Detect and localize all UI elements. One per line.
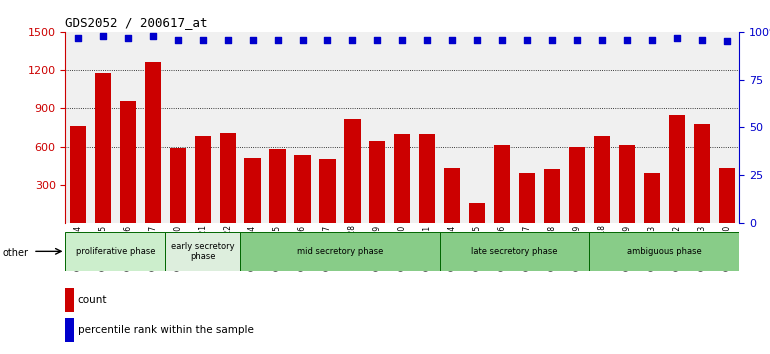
Bar bbox=[544, 170, 560, 223]
Point bbox=[521, 37, 534, 42]
Point bbox=[371, 37, 383, 42]
Bar bbox=[320, 159, 336, 223]
Bar bbox=[245, 158, 261, 223]
Point bbox=[222, 37, 234, 42]
Bar bbox=[119, 101, 136, 223]
Text: early secretory
phase: early secretory phase bbox=[171, 242, 235, 261]
Text: other: other bbox=[2, 248, 28, 258]
Bar bbox=[195, 136, 211, 223]
Point bbox=[296, 37, 309, 42]
Point bbox=[396, 37, 408, 42]
Bar bbox=[519, 173, 535, 223]
Point bbox=[421, 37, 434, 42]
Text: late secretory phase: late secretory phase bbox=[471, 247, 558, 256]
Point bbox=[695, 37, 708, 42]
Point bbox=[571, 37, 583, 42]
Bar bbox=[718, 168, 735, 223]
Point bbox=[321, 37, 333, 42]
Bar bbox=[394, 134, 410, 223]
Bar bbox=[65, 288, 74, 312]
Point bbox=[621, 37, 633, 42]
Point bbox=[146, 33, 159, 39]
Point bbox=[97, 33, 109, 39]
Text: count: count bbox=[78, 295, 107, 305]
Bar bbox=[419, 134, 435, 223]
Point bbox=[346, 37, 359, 42]
Bar bbox=[594, 136, 610, 223]
Bar bbox=[590, 232, 739, 271]
Bar bbox=[668, 115, 685, 223]
Point bbox=[446, 37, 458, 42]
Bar bbox=[619, 145, 635, 223]
Bar bbox=[95, 73, 111, 223]
Point bbox=[172, 37, 184, 42]
Point bbox=[72, 35, 84, 40]
Text: percentile rank within the sample: percentile rank within the sample bbox=[78, 325, 253, 335]
Bar bbox=[469, 203, 485, 223]
Point bbox=[546, 37, 558, 42]
Bar bbox=[294, 155, 310, 223]
Bar bbox=[145, 62, 161, 223]
Bar bbox=[444, 168, 460, 223]
Bar bbox=[65, 318, 74, 342]
Point bbox=[596, 37, 608, 42]
Point bbox=[671, 35, 683, 40]
Bar bbox=[166, 232, 240, 271]
Bar bbox=[70, 126, 86, 223]
Bar bbox=[440, 232, 590, 271]
Bar bbox=[370, 142, 386, 223]
Point bbox=[271, 37, 283, 42]
Point bbox=[246, 37, 259, 42]
Bar bbox=[65, 232, 166, 271]
Bar bbox=[694, 124, 710, 223]
Bar bbox=[240, 232, 440, 271]
Point bbox=[196, 37, 209, 42]
Bar bbox=[270, 149, 286, 223]
Bar bbox=[494, 145, 511, 223]
Text: proliferative phase: proliferative phase bbox=[75, 247, 155, 256]
Text: GDS2052 / 200617_at: GDS2052 / 200617_at bbox=[65, 16, 208, 29]
Point bbox=[721, 39, 733, 44]
Bar bbox=[644, 173, 660, 223]
Bar bbox=[219, 132, 236, 223]
Point bbox=[122, 35, 134, 40]
Bar bbox=[569, 147, 585, 223]
Point bbox=[471, 37, 484, 42]
Bar bbox=[344, 119, 360, 223]
Point bbox=[646, 37, 658, 42]
Text: mid secretory phase: mid secretory phase bbox=[296, 247, 383, 256]
Bar bbox=[169, 148, 186, 223]
Point bbox=[496, 37, 508, 42]
Text: ambiguous phase: ambiguous phase bbox=[627, 247, 701, 256]
